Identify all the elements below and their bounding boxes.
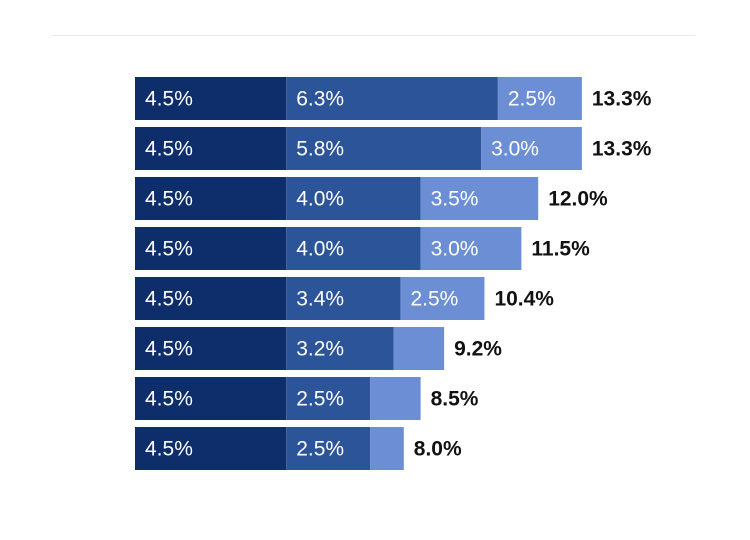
segment-label-3-1: 4.5% <box>145 188 193 211</box>
segment-label-6-1: 4.5% <box>145 338 193 361</box>
segment-label-1-1: 4.5% <box>145 88 193 111</box>
segment-label-2-1: 4.5% <box>145 138 193 161</box>
bar-row-4: 4.5% 4.0% 3.0% 11.5% <box>135 227 590 270</box>
bar-row-3: 4.5% 4.0% 3.5% 12.0% <box>135 177 608 220</box>
segment-label-7-2: 2.5% <box>296 388 344 411</box>
bar-row-8: 4.5% 2.5% 8.0% <box>135 427 462 470</box>
total-label-5: 10.4% <box>494 288 554 311</box>
segment-label-5-1: 4.5% <box>145 288 193 311</box>
segment-label-5-3: 2.5% <box>410 288 458 311</box>
segment-label-2-3: 3.0% <box>491 138 539 161</box>
segment-label-7-1: 4.5% <box>145 388 193 411</box>
total-label-1: 13.3% <box>592 88 652 111</box>
bar-segment-6-2 <box>286 327 394 370</box>
total-label-3: 12.0% <box>548 188 608 211</box>
bar-segment-4-1 <box>135 227 287 270</box>
bar-segment-2-1 <box>135 127 287 170</box>
bar-segment-5-2 <box>286 277 401 320</box>
segment-label-3-3: 3.5% <box>431 188 479 211</box>
segment-label-4-3: 3.0% <box>431 238 479 261</box>
segment-label-2-2: 5.8% <box>296 138 344 161</box>
bar-row-7: 4.5% 2.5% 8.5% <box>135 377 479 420</box>
bar-segment-1-3 <box>497 77 582 120</box>
total-label-6: 9.2% <box>454 338 502 361</box>
bar-row-5: 4.5% 3.4% 2.5% 10.4% <box>135 277 554 320</box>
bar-segment-5-3 <box>400 277 485 320</box>
segment-label-3-2: 4.0% <box>296 188 344 211</box>
bar-segment-8-1 <box>135 427 287 470</box>
bar-segment-1-1 <box>135 77 287 120</box>
top-divider <box>50 35 695 36</box>
bar-segment-7-3 <box>370 377 421 420</box>
bar-row-2: 4.5% 5.8% 3.0% 13.3% <box>135 127 652 170</box>
total-label-7: 8.5% <box>431 388 479 411</box>
bar-segment-7-2 <box>286 377 371 420</box>
bar-segment-2-2 <box>286 127 482 170</box>
bar-segment-6-3 <box>393 327 445 370</box>
bar-segment-4-3 <box>420 227 522 270</box>
bar-segment-4-2 <box>286 227 421 270</box>
bar-segment-2-3 <box>481 127 582 170</box>
total-label-4: 11.5% <box>531 238 590 261</box>
total-label-8: 8.0% <box>414 438 462 461</box>
segment-label-4-1: 4.5% <box>145 238 193 261</box>
segment-label-1-2: 6.3% <box>296 88 344 111</box>
bar-segment-5-1 <box>135 277 287 320</box>
segment-label-1-3: 2.5% <box>508 88 556 111</box>
segment-label-8-2: 2.5% <box>296 438 344 461</box>
segment-label-8-1: 4.5% <box>145 438 193 461</box>
segment-label-5-2: 3.4% <box>296 288 344 311</box>
bar-segment-6-1 <box>135 327 287 370</box>
bar-segment-1-2 <box>286 77 498 120</box>
segment-label-4-2: 4.0% <box>296 238 344 261</box>
bar-segment-7-1 <box>135 377 287 420</box>
bar-segment-8-2 <box>286 427 371 470</box>
total-label-2: 13.3% <box>592 138 652 161</box>
bar-row-6: 4.5% 3.2% 9.2% <box>135 327 502 370</box>
bar-row-1: 4.5% 6.3% 2.5% 13.3% <box>135 77 652 120</box>
bar-segment-8-3 <box>370 427 404 470</box>
bar-segment-3-3 <box>420 177 539 220</box>
bar-segment-3-1 <box>135 177 287 220</box>
bar-segment-3-2 <box>286 177 421 220</box>
segment-label-6-2: 3.2% <box>296 338 344 361</box>
